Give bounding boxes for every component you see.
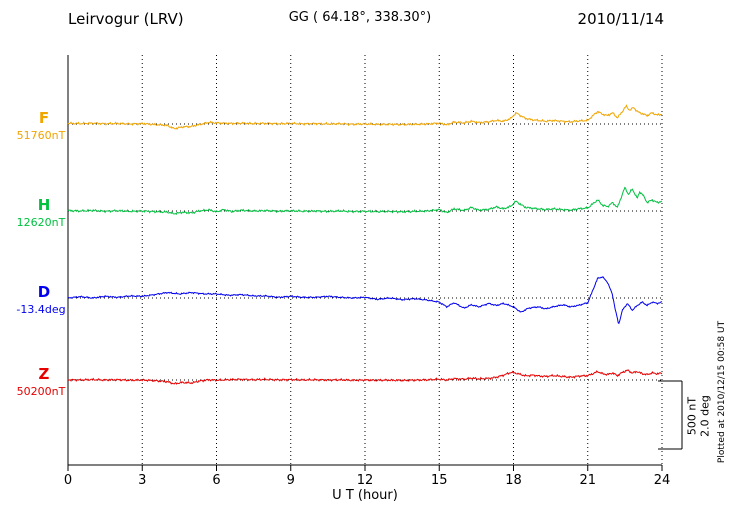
x-axis-tick-label: 24	[654, 473, 671, 488]
x-axis-label: U T (hour)	[332, 488, 398, 503]
x-axis-tick-label: 6	[212, 473, 220, 488]
x-axis-tick-label: 9	[287, 473, 295, 488]
plotted-at-note: Plotted at 2010/12/15 00:58 UT	[717, 320, 727, 464]
station-title: Leirvogur (LRV)	[68, 10, 184, 28]
component-letter-D: D	[37, 283, 51, 301]
scalebar-deg-label: 2.0 deg	[698, 395, 712, 437]
x-axis-tick-label: 21	[579, 473, 596, 488]
x-axis-tick-label: 0	[64, 473, 72, 488]
x-axis-tick-label: 12	[357, 473, 374, 488]
scalebar-nt-label: 500 nT	[685, 396, 699, 436]
trace-Z	[67, 369, 663, 385]
x-axis-tick-label: 15	[431, 473, 448, 488]
trace-F	[67, 104, 663, 130]
component-baseline-value-F: 51760nT	[16, 129, 66, 142]
component-baseline-value-H: 12620nT	[16, 216, 66, 229]
component-baseline-value-Z: 50200nT	[16, 385, 66, 398]
component-letter-F: F	[38, 109, 50, 127]
trace-D	[68, 276, 663, 325]
plot-date: 2010/11/14	[577, 10, 664, 28]
component-letter-H: H	[37, 196, 51, 214]
x-axis-tick-label: 18	[505, 473, 522, 488]
geographic-coords: GG ( 64.18°, 338.30°)	[288, 10, 432, 25]
x-axis-tick-label: 3	[138, 473, 146, 488]
component-baseline-value-D: -13.4deg	[16, 303, 66, 316]
trace-H	[67, 186, 663, 216]
component-letter-Z: Z	[38, 365, 50, 383]
